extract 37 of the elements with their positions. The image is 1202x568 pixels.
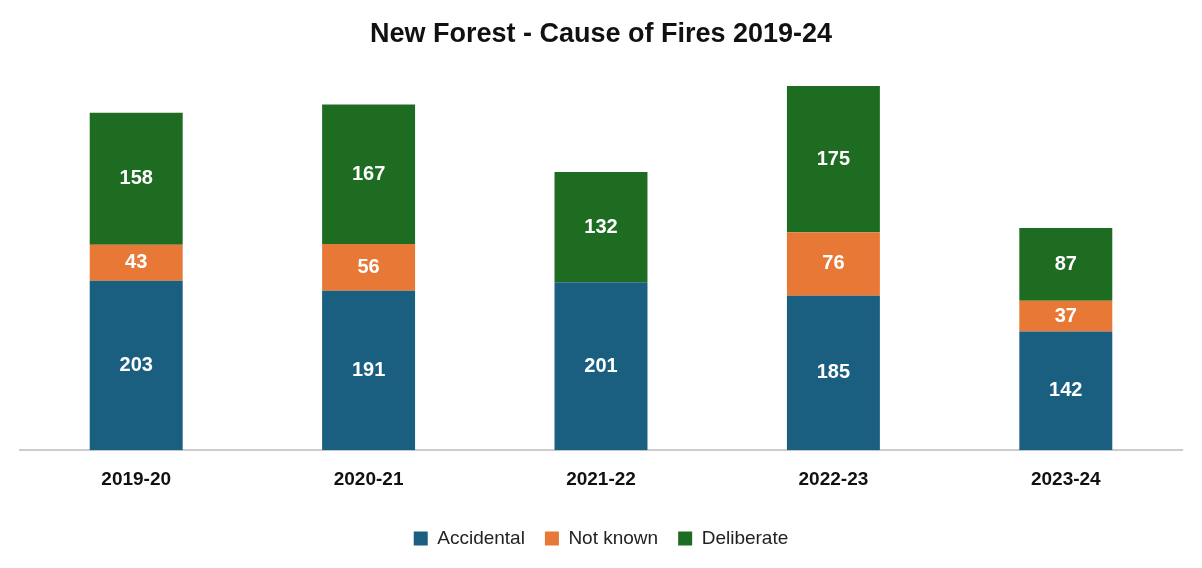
data-label: 142 xyxy=(1049,378,1083,401)
bar xyxy=(1019,300,1113,332)
bar xyxy=(89,244,183,281)
bar xyxy=(89,112,183,245)
bar xyxy=(322,290,416,451)
x-tick-label: 2019-20 xyxy=(101,467,172,489)
bar xyxy=(554,282,648,451)
bar xyxy=(322,243,416,291)
data-label: 185 xyxy=(816,360,851,383)
data-label: 158 xyxy=(119,166,153,189)
bar xyxy=(786,295,880,451)
bar xyxy=(322,104,416,244)
data-label: 56 xyxy=(357,254,380,277)
bar xyxy=(89,280,183,451)
bar xyxy=(1019,331,1113,451)
bar xyxy=(1019,228,1113,301)
bar xyxy=(786,232,880,296)
data-label: 37 xyxy=(1054,303,1077,326)
data-label: 87 xyxy=(1054,251,1077,274)
x-tick-label: 2021-22 xyxy=(566,467,636,489)
data-label: 167 xyxy=(351,161,386,184)
data-label: 132 xyxy=(584,214,618,237)
data-label: 175 xyxy=(816,146,851,169)
bar xyxy=(786,86,880,233)
x-tick-label: 2023-24 xyxy=(1030,467,1102,489)
x-tick-label: 2020-21 xyxy=(333,467,404,489)
data-label: 201 xyxy=(584,353,618,376)
data-label: 76 xyxy=(822,251,845,274)
legend-label: Deliberate xyxy=(701,526,789,548)
legend-label: Accidental xyxy=(437,526,525,548)
data-label: 191 xyxy=(351,357,386,380)
data-label: 203 xyxy=(119,352,153,375)
legend-label: Not known xyxy=(568,526,659,548)
bar xyxy=(554,172,648,283)
chart-title: New Forest - Cause of Fires 2019-24 xyxy=(369,17,833,48)
x-tick-label: 2022-23 xyxy=(798,467,869,489)
data-label: 43 xyxy=(125,250,148,273)
